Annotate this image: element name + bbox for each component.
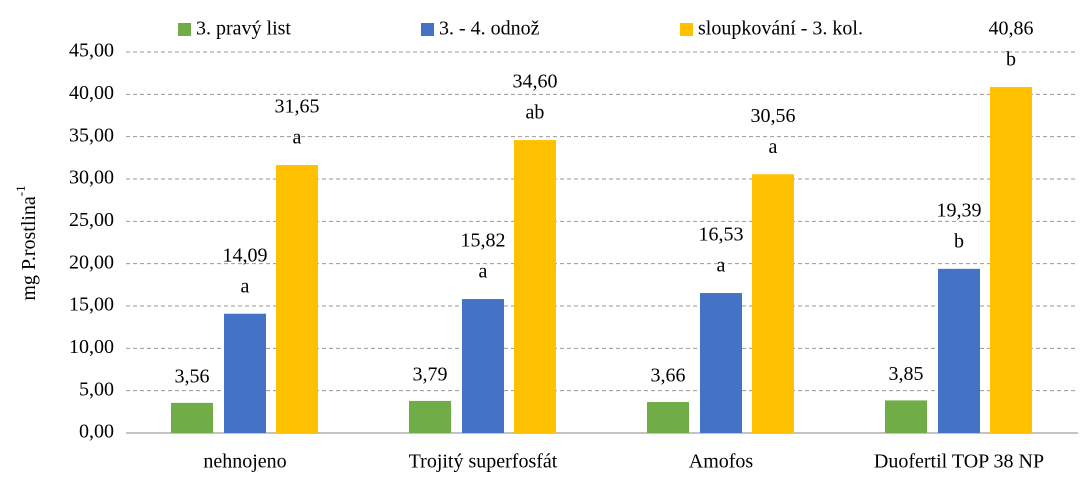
y-tick-label: 45,00 [69, 40, 114, 62]
bar [990, 87, 1032, 433]
y-tick-label: 5,00 [79, 378, 114, 400]
legend-label: sloupkování - 3. kol. [698, 18, 863, 40]
significance-letter: a [241, 275, 250, 297]
legend-label: 3. - 4. odnož [439, 18, 540, 40]
data-label: 16,53 [699, 224, 744, 246]
data-label: 3,85 [889, 363, 924, 385]
data-label: 34,60 [513, 71, 558, 93]
y-tick-label: 25,00 [69, 209, 114, 231]
y-tick-label: 40,00 [69, 82, 114, 104]
y-axis-label-text: mg P.rostlina [18, 196, 40, 301]
significance-letter: a [717, 255, 726, 277]
bar [752, 174, 794, 433]
data-label: 14,09 [223, 244, 268, 266]
significance-letter: b [954, 230, 964, 252]
bar [647, 402, 689, 433]
significance-letter: a [769, 136, 778, 158]
legend-swatch [680, 23, 693, 36]
data-label: 3,56 [175, 365, 210, 387]
data-label: 19,39 [937, 199, 982, 221]
significance-letter: a [479, 261, 488, 283]
y-tick-label: 0,00 [79, 421, 114, 443]
legend-swatch [421, 23, 434, 36]
legend-swatch [178, 23, 191, 36]
data-label: 3,66 [651, 365, 686, 387]
bar [700, 293, 742, 433]
x-tick-label: nehnojeno [203, 451, 286, 473]
y-tick-label: 35,00 [69, 124, 114, 146]
bar [514, 140, 556, 433]
bar [171, 402, 213, 433]
legend-label: 3. pravý list [196, 18, 291, 40]
y-axis-label-sup: -1 [13, 185, 28, 196]
significance-letter: b [1006, 49, 1016, 71]
bar [938, 268, 980, 433]
y-tick-label: 30,00 [69, 167, 114, 189]
x-tick-label: Trojitý superfosfát [409, 451, 558, 473]
y-tick-label: 15,00 [69, 294, 114, 316]
x-tick-label: Amofos [689, 451, 754, 473]
y-axis-label: mg P.rostlina-1 [13, 185, 40, 300]
data-label: 30,56 [751, 105, 796, 127]
data-label: 3,79 [413, 364, 448, 386]
data-label: 40,86 [989, 18, 1034, 40]
data-label: 15,82 [461, 230, 506, 252]
bar [409, 400, 451, 433]
data-label: 31,65 [275, 96, 320, 118]
significance-letter: ab [526, 102, 545, 124]
bar [276, 165, 318, 433]
x-tick-label: Duofertil TOP 38 NP [874, 451, 1044, 473]
bar [224, 313, 266, 433]
bar [462, 299, 504, 433]
y-tick-label: 10,00 [69, 336, 114, 358]
bar [885, 400, 927, 433]
y-tick-label: 20,00 [69, 251, 114, 273]
significance-letter: a [293, 127, 302, 149]
